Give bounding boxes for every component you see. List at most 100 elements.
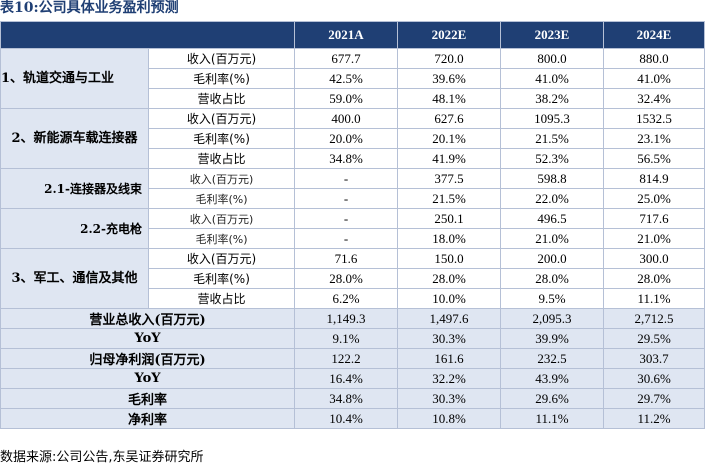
cell-value: 30.6% [603,368,705,389]
cell-value: 303.7 [603,348,705,369]
cell-value: 34.8% [294,148,398,169]
summary-label: 归母净利润(百万元) [0,348,295,369]
metric-label: 营收占比 [148,148,295,169]
summary-row: 营业总收入(百万元) 1,149.3 1,497.6 2,095.3 2,712… [0,308,705,329]
table-row: 毛利率(%) - 21.5% 22.0% 25.0% [1,188,705,209]
cell-value: 28.0% [603,268,705,289]
segment-name: 2、新能源车载连接器 [0,108,149,169]
cell-value: - [294,188,398,209]
metric-label: 收入(百万元) [148,208,295,229]
cell-value: 400.0 [294,108,398,129]
metric-label: 毛利率(%) [148,68,295,89]
metric-label: 毛利率(%) [148,268,295,289]
cell-value: 200.0 [500,248,604,269]
header-year: 2022E [397,21,501,49]
table-row: 2.2-充电枪 收入(百万元) - 250.1 496.5 717.6 [0,208,705,249]
table-row: 2.1-连接器及线束 收入(百万元) - 377.5 598.8 814.9 [0,168,705,209]
metric-label: 收入(百万元) [148,168,295,189]
cell-value: 6.2% [294,288,398,309]
cell-value: 10.0% [397,288,501,309]
cell-value: 20.1% [397,128,501,149]
cell-value: 29.7% [603,388,705,409]
cell-value: 21.5% [500,128,604,149]
header-blank [0,21,295,49]
cell-value: 20.0% [294,128,398,149]
cell-value: 11.1% [603,288,705,309]
cell-value: 30.3% [397,328,501,349]
summary-label: 净利率 [0,408,295,429]
summary-label: 毛利率 [0,388,295,409]
table-title: 表10:公司具体业务盈利预测 [0,0,179,16]
cell-value: 41.9% [397,148,501,169]
cell-value: 800.0 [500,48,604,69]
table-row: 毛利率(%) 42.5% 39.6% 41.0% 41.0% [1,68,705,89]
cell-value: 11.2% [603,408,705,429]
cell-value: 232.5 [500,348,604,369]
cell-value: 161.6 [397,348,501,369]
cell-value: 41.0% [603,68,705,89]
cell-value: 56.5% [603,148,705,169]
cell-value: 29.6% [500,388,604,409]
cell-value: 39.9% [500,328,604,349]
metric-label: 营收占比 [148,88,295,109]
table-row: 3、军工、通信及其他 收入(百万元) 71.6 150.0 200.0 300.… [0,248,705,309]
metric-label: 毛利率(%) [148,228,295,249]
cell-value: 21.5% [397,188,501,209]
cell-value: 32.2% [397,368,501,389]
table-row: 毛利率(%) - 18.0% 21.0% 21.0% [1,228,705,249]
cell-value: 1532.5 [603,108,705,129]
table-row: 1、轨道交通与工业 收入(百万元) 677.7 720.0 800.0 880.… [0,48,705,109]
cell-value: - [294,208,398,229]
cell-value: 32.4% [603,88,705,109]
summary-label: YoY [0,328,295,349]
cell-value: 29.5% [603,328,705,349]
segment-name: 2.1-连接器及线束 [0,168,149,209]
cell-value: 30.3% [397,388,501,409]
table-row: 毛利率(%) 20.0% 20.1% 21.5% 23.1% [1,128,705,149]
metric-label: 收入(百万元) [148,248,295,269]
cell-value: 59.0% [294,88,398,109]
metric-label: 毛利率(%) [148,128,295,149]
header-year: 2024E [603,21,705,49]
cell-value: 34.8% [294,388,398,409]
data-source-note: 数据来源:公司公告,东吴证券研究所 [0,450,204,465]
cell-value: 880.0 [603,48,705,69]
cell-value: 122.2 [294,348,398,369]
segment-name: 1、轨道交通与工业 [0,48,149,109]
cell-value: 16.4% [294,368,398,389]
cell-value: 48.1% [397,88,501,109]
cell-value: 23.1% [603,128,705,149]
cell-value: - [294,168,398,189]
cell-value: 814.9 [603,168,705,189]
cell-value: 250.1 [397,208,501,229]
cell-value: 2,095.3 [500,308,604,329]
segment-name: 3、军工、通信及其他 [0,248,149,309]
cell-value: 677.7 [294,48,398,69]
cell-value: 1,149.3 [294,308,398,329]
cell-value: 720.0 [397,48,501,69]
cell-value: 39.6% [397,68,501,89]
forecast-table: 2021A 2022E 2023E 2024E 1、轨道交通与工业 收入(百万元… [0,21,705,429]
cell-value: 28.0% [294,268,398,289]
metric-label: 收入(百万元) [148,48,295,69]
cell-value: 10.4% [294,408,398,429]
summary-row: YoY 16.4% 32.2% 43.9% 30.6% [0,368,705,389]
header-row: 2021A 2022E 2023E 2024E [0,21,705,49]
segment-name: 2.2-充电枪 [0,208,149,249]
cell-value: 25.0% [603,188,705,209]
cell-value: 18.0% [397,228,501,249]
cell-value: 42.5% [294,68,398,89]
cell-value: 377.5 [397,168,501,189]
cell-value: - [294,228,398,249]
cell-value: 150.0 [397,248,501,269]
header-year: 2021A [294,21,398,49]
cell-value: 52.3% [500,148,604,169]
cell-value: 10.8% [397,408,501,429]
summary-row: 毛利率 34.8% 30.3% 29.6% 29.7% [0,388,705,409]
metric-label: 收入(百万元) [148,108,295,129]
metric-label: 毛利率(%) [148,188,295,209]
header-year: 2023E [500,21,604,49]
cell-value: 717.6 [603,208,705,229]
cell-value: 9.1% [294,328,398,349]
cell-value: 28.0% [500,268,604,289]
